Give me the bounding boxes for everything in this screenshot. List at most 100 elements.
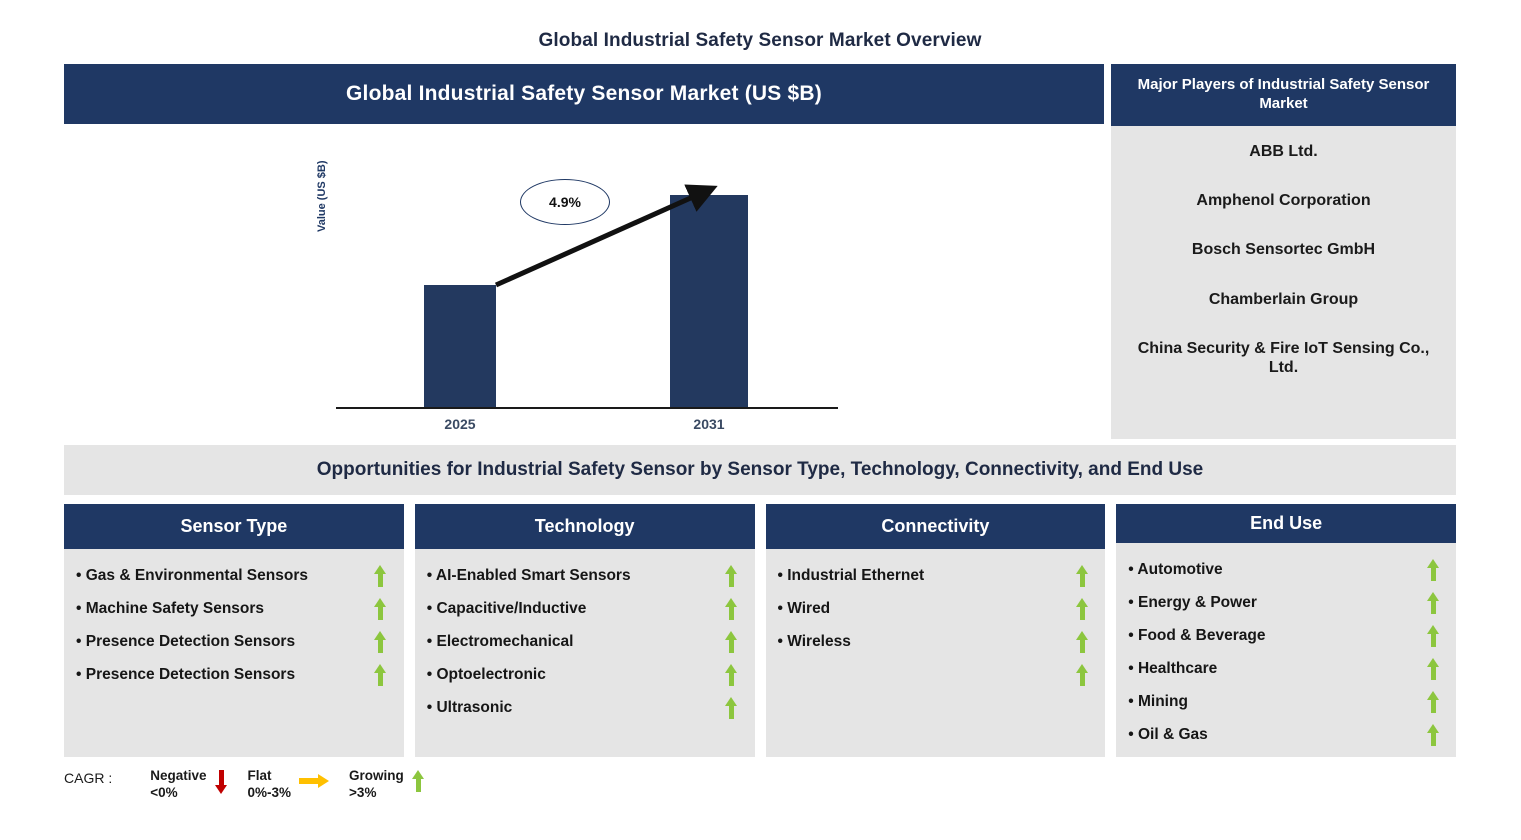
arrow-up-icon (411, 768, 425, 792)
arrow-up-icon (370, 564, 392, 587)
list-item: • Capacitive/Inductive (427, 592, 743, 625)
list-item-label: • Oil & Gas (1128, 725, 1208, 743)
list-item-label: • Energy & Power (1128, 593, 1257, 611)
list-item: • AI-Enabled Smart Sensors (427, 559, 743, 592)
x-tick-label-2031: 2031 (693, 416, 725, 432)
opportunity-column-end-use: End Use • Automotive • Energy & Power • Foo… (1116, 504, 1456, 757)
column-header: Sensor Type (64, 504, 404, 549)
list-item-label: • Ultrasonic (426, 698, 513, 716)
list-item-label: • Wireless (777, 632, 851, 650)
column-items: • AI-Enabled Smart Sensors • Capacitive/I… (415, 549, 755, 757)
major-players-panel: Major Players of Industrial Safety Senso… (1111, 64, 1456, 439)
list-item: • Industrial Ethernet (778, 559, 1094, 592)
column-items: • Automotive • Energy & Power • Food & Bev… (1116, 543, 1456, 757)
list-item: • Ultrasonic (427, 691, 743, 724)
arrow-up-icon (370, 630, 392, 653)
arrow-up-icon (370, 597, 392, 620)
legend-negative-text: Negative <0% (150, 768, 206, 802)
market-chart-panel: Global Industrial Safety Sensor Market (… (64, 64, 1104, 496)
arrow-up-icon (721, 564, 743, 587)
opportunity-column-connectivity: Connectivity • Industrial Ethernet • Wired… (765, 504, 1106, 757)
arrow-up-icon (721, 597, 743, 620)
opportunities-title: Opportunities for Industrial Safety Sens… (316, 459, 1204, 480)
list-item: • Energy & Power (1128, 586, 1444, 619)
list-item: • Presence Detection Sensors (76, 658, 392, 691)
list-item: • Wireless (778, 625, 1094, 658)
opportunities-banner: Opportunities for Industrial Safety Sens… (64, 445, 1456, 495)
list-item: China Security & Fire IoT Sensing Co., L… (1137, 339, 1430, 376)
chart-panel-header: Global Industrial Safety Sensor Market (… (64, 64, 1104, 124)
list-item: • Food & Beverage (1128, 619, 1444, 652)
arrow-up-icon (1422, 624, 1444, 647)
cagr-bubble: 4.9% (520, 179, 610, 225)
arrow-up-icon (1422, 690, 1444, 713)
major-players-list: ABB Ltd. Amphenol Corporation Bosch Sens… (1111, 126, 1456, 385)
chart-panel-title: Global Industrial Safety Sensor Market (… (346, 82, 822, 105)
major-players-title: Major Players of Industrial Safety Senso… (1137, 76, 1430, 112)
list-item-label: • Industrial Ethernet (777, 566, 925, 584)
arrow-up-icon (1422, 591, 1444, 614)
column-items: • Industrial Ethernet • Wired • Wireless (766, 549, 1106, 757)
legend-entry-growing: Growing >3% (349, 768, 431, 802)
list-item-label: • Presence Detection Sensors (76, 632, 296, 650)
x-axis-line (336, 407, 838, 409)
list-item: Chamberlain Group (1208, 290, 1359, 308)
list-item-label: • Machine Safety Sensors (76, 599, 265, 617)
list-item-label: • Food & Beverage (1128, 626, 1266, 644)
list-item: Bosch Sensortec GmbH (1191, 241, 1376, 259)
legend-flat-name: Flat (247, 768, 272, 783)
legend-negative-range: <0% (150, 784, 178, 800)
arrow-up-icon (1071, 630, 1093, 653)
chart-body: Value (US $B) 4.9% 2025 2 (64, 124, 1104, 496)
column-header-label: Sensor Type (180, 516, 288, 536)
list-item-label: • Automotive (1128, 560, 1223, 578)
x-tick-label-2025: 2025 (444, 416, 476, 432)
arrow-right-icon (299, 768, 330, 788)
list-item: • Healthcare (1128, 652, 1444, 685)
list-item-label: • Presence Detection Sensors (76, 665, 296, 683)
list-item-label: • Gas & Environmental Sensors (76, 566, 308, 584)
major-players-header: Major Players of Industrial Safety Senso… (1111, 64, 1456, 126)
list-item-label: • AI-Enabled Smart Sensors (426, 566, 631, 584)
arrow-up-icon (721, 630, 743, 653)
list-item: • Presence Detection Sensors (76, 625, 392, 658)
legend-entry-flat: Flat 0%-3% (248, 768, 336, 802)
chart-plot-area: 4.9% 2025 2031 (336, 144, 838, 432)
arrow-up-icon (1071, 663, 1093, 686)
legend-flat-text: Flat 0%-3% (248, 768, 292, 802)
cagr-legend-label: CAGR : (64, 770, 113, 786)
legend-flat-range: 0%-3% (247, 784, 292, 800)
opportunity-columns: Sensor Type • Gas & Environmental Sensors… (64, 504, 1456, 757)
list-item: • Gas & Environmental Sensors (76, 559, 392, 592)
list-item: • Electromechanical (427, 625, 743, 658)
list-item-label: • Electromechanical (426, 632, 574, 650)
column-items: • Gas & Environmental Sensors • Machine S… (64, 549, 404, 757)
arrow-up-icon (1071, 564, 1093, 587)
list-item: • Oil & Gas (1128, 718, 1444, 751)
legend-growing-text: Growing >3% (349, 768, 404, 802)
opportunity-column-sensor-type: Sensor Type • Gas & Environmental Sensors… (64, 504, 404, 757)
list-item-label: • Capacitive/Inductive (426, 599, 587, 617)
arrow-up-icon (721, 696, 743, 719)
arrow-up-icon (721, 663, 743, 686)
arrow-up-icon (1071, 597, 1093, 620)
list-item: • Machine Safety Sensors (76, 592, 392, 625)
trend-arrow-row (778, 658, 1094, 691)
cagr-legend: CAGR : Negative <0% Flat 0%-3% Growing >… (64, 768, 764, 818)
legend-negative-name: Negative (150, 768, 207, 783)
list-item: Amphenol Corporation (1196, 192, 1371, 210)
legend-growing-name: Growing (349, 768, 404, 783)
list-item-label: • Optoelectronic (426, 665, 546, 683)
page-title: Global Industrial Safety Sensor Market O… (538, 30, 982, 51)
arrow-up-icon (1422, 723, 1444, 746)
list-item: • Wired (778, 592, 1094, 625)
list-item-label: • Mining (1128, 692, 1188, 710)
column-header: Connectivity (765, 504, 1106, 549)
list-item: ABB Ltd. (1249, 143, 1318, 160)
list-item: • Automotive (1128, 553, 1444, 586)
bar-2025 (424, 285, 496, 407)
column-header-label: End Use (1250, 513, 1323, 533)
bar-2031 (670, 195, 748, 407)
arrow-up-icon (370, 663, 392, 686)
